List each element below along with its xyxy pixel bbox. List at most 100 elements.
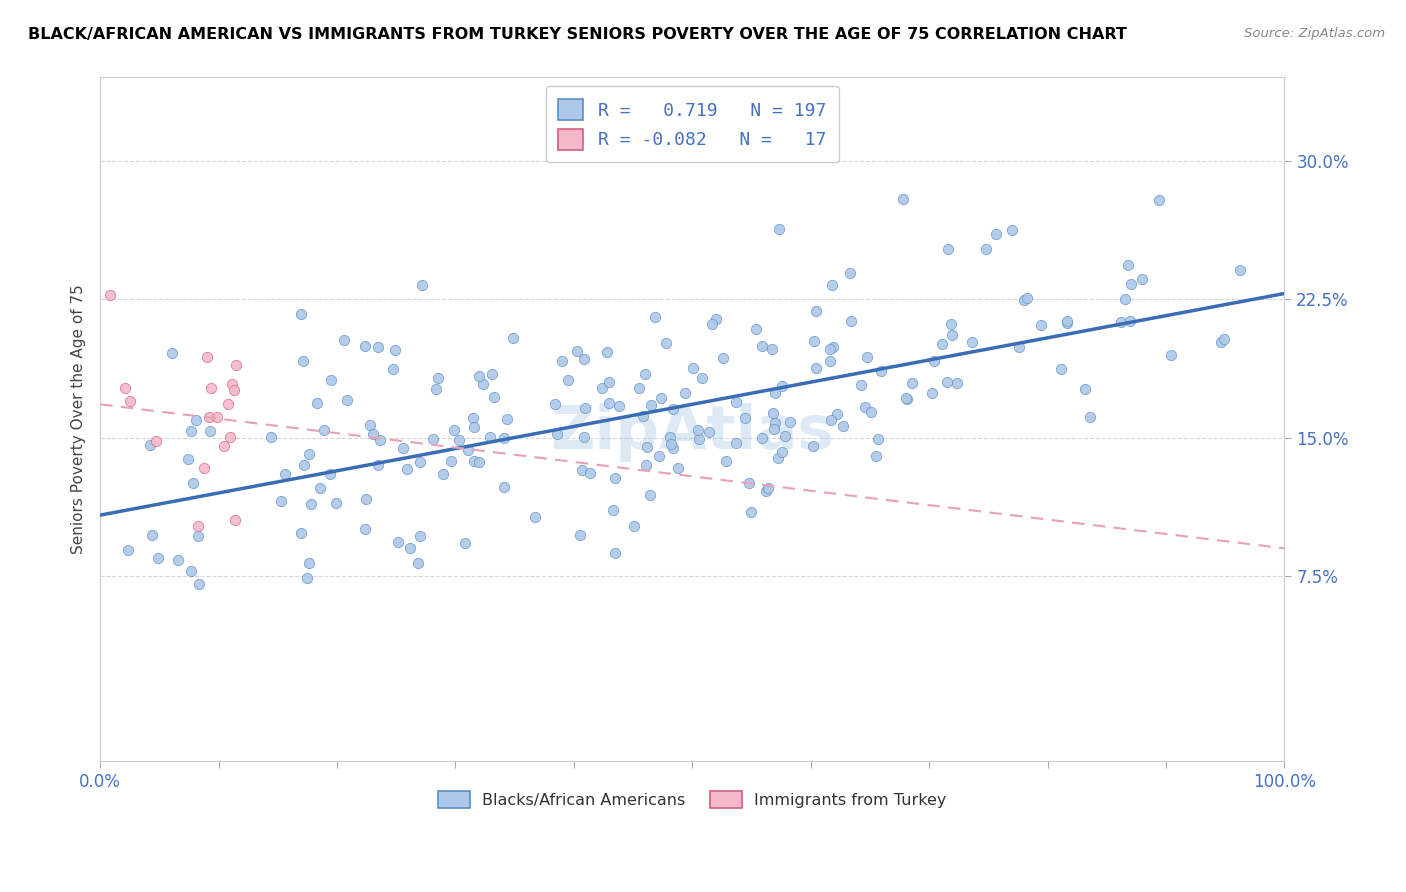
- Point: [392, 441, 415, 455]
- Point: [481, 367, 503, 381]
- Point: [207, 409, 229, 424]
- Point: [941, 327, 963, 342]
- Point: [1012, 293, 1035, 307]
- Point: [409, 529, 432, 543]
- Point: [319, 373, 342, 387]
- Point: [804, 304, 827, 318]
- Point: [1119, 277, 1142, 291]
- Point: [962, 335, 984, 350]
- Point: [290, 526, 312, 541]
- Point: [443, 423, 465, 437]
- Point: [946, 376, 969, 390]
- Point: [765, 416, 787, 430]
- Point: [866, 433, 889, 447]
- Point: [195, 350, 218, 364]
- Point: [725, 395, 748, 409]
- Point: [187, 577, 209, 591]
- Point: [354, 339, 377, 353]
- Point: [700, 317, 723, 331]
- Point: [139, 438, 162, 452]
- Point: [640, 398, 662, 412]
- Point: [166, 553, 188, 567]
- Point: [295, 571, 318, 585]
- Point: [818, 354, 841, 368]
- Point: [298, 447, 321, 461]
- Point: [180, 564, 202, 578]
- Point: [744, 322, 766, 336]
- Point: [426, 370, 449, 384]
- Point: [1078, 410, 1101, 425]
- Point: [463, 419, 485, 434]
- Point: [690, 371, 713, 385]
- Point: [634, 367, 657, 381]
- Point: [697, 425, 720, 439]
- Point: [100, 288, 122, 302]
- Point: [298, 556, 321, 570]
- Point: [640, 488, 662, 502]
- Point: [682, 361, 704, 376]
- Point: [974, 242, 997, 256]
- Point: [688, 433, 710, 447]
- Point: [336, 393, 359, 408]
- Point: [894, 391, 917, 405]
- Point: [633, 409, 655, 423]
- Point: [1001, 223, 1024, 237]
- Point: [314, 423, 336, 437]
- Point: [387, 535, 409, 549]
- Point: [449, 433, 471, 447]
- Point: [160, 346, 183, 360]
- Point: [523, 509, 546, 524]
- Point: [761, 342, 783, 356]
- Point: [291, 354, 314, 368]
- Point: [292, 458, 315, 472]
- Point: [598, 395, 620, 409]
- Point: [804, 360, 827, 375]
- Point: [496, 412, 519, 426]
- Point: [502, 331, 524, 345]
- Point: [212, 439, 235, 453]
- Point: [187, 519, 209, 533]
- Point: [225, 358, 247, 372]
- Point: [180, 425, 202, 439]
- Point: [565, 343, 588, 358]
- Point: [751, 431, 773, 445]
- Point: [425, 382, 447, 396]
- Point: [1118, 313, 1140, 327]
- Point: [603, 471, 626, 485]
- Point: [406, 556, 429, 570]
- Point: [217, 397, 239, 411]
- Point: [1074, 382, 1097, 396]
- Point: [219, 430, 242, 444]
- Point: [673, 386, 696, 401]
- Point: [479, 430, 502, 444]
- Point: [1049, 362, 1071, 376]
- Point: [825, 408, 848, 422]
- Point: [1109, 315, 1132, 329]
- Point: [370, 433, 392, 447]
- Point: [193, 460, 215, 475]
- Point: [1160, 348, 1182, 362]
- Point: [773, 429, 796, 443]
- Point: [596, 345, 619, 359]
- Point: [454, 536, 477, 550]
- Point: [755, 484, 778, 499]
- Point: [820, 412, 842, 426]
- Point: [859, 405, 882, 419]
- Point: [579, 466, 602, 480]
- Point: [756, 481, 779, 495]
- Point: [714, 454, 737, 468]
- Point: [686, 424, 709, 438]
- Point: [865, 449, 887, 463]
- Point: [367, 458, 389, 473]
- Point: [853, 400, 876, 414]
- Point: [607, 400, 630, 414]
- Point: [572, 352, 595, 367]
- Point: [901, 376, 924, 390]
- Text: Source: ZipAtlas.com: Source: ZipAtlas.com: [1244, 27, 1385, 40]
- Point: [704, 311, 727, 326]
- Point: [571, 463, 593, 477]
- Point: [763, 422, 786, 436]
- Point: [411, 277, 433, 292]
- Point: [662, 401, 685, 416]
- Point: [1008, 340, 1031, 354]
